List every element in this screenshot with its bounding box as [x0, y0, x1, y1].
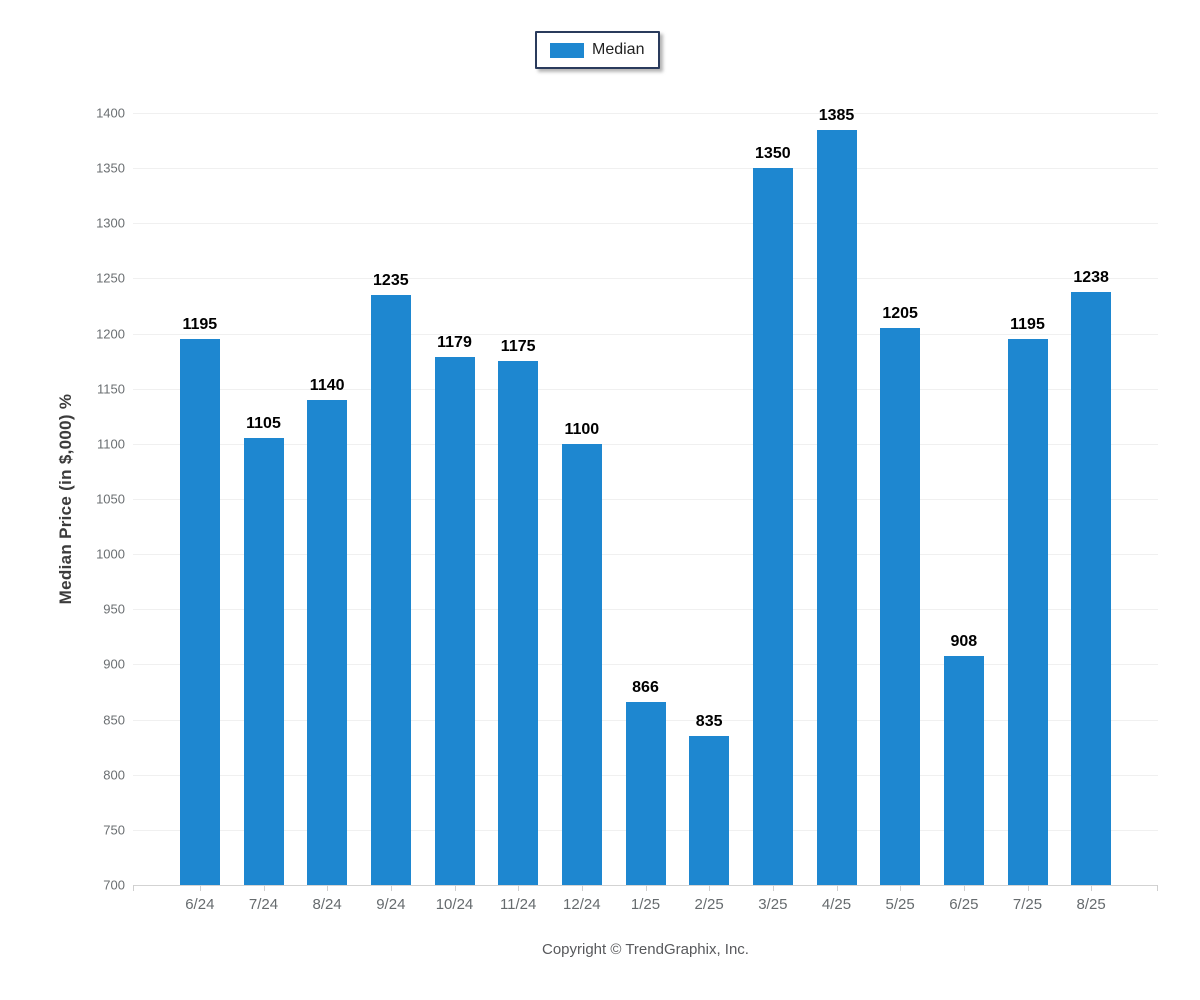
- gridline: [133, 333, 1158, 335]
- x-tick: [390, 885, 392, 891]
- y-tick-label: 1350: [96, 160, 125, 176]
- bar-value-label: 1238: [1073, 268, 1109, 286]
- gridline: [133, 443, 1158, 445]
- bar-7-25[interactable]: [1007, 339, 1048, 885]
- x-tick: [900, 885, 902, 891]
- x-tick-label: 5/25: [885, 896, 915, 913]
- y-tick-label: 850: [103, 712, 125, 728]
- bar-3-25[interactable]: [752, 168, 793, 885]
- gridline: [133, 278, 1158, 280]
- bar-value-label: 1195: [1010, 316, 1045, 334]
- x-tick: [1091, 885, 1093, 891]
- gridline: [133, 113, 1158, 114]
- gridline: [133, 499, 1158, 500]
- bar-11-24[interactable]: [498, 361, 539, 885]
- y-tick-label: 750: [103, 822, 125, 838]
- x-tick-label: 7/24: [248, 896, 279, 913]
- bar-value-label: 1350: [755, 145, 791, 163]
- bar-10-24[interactable]: [434, 356, 475, 885]
- x-tick: [836, 885, 838, 891]
- bar-8-24[interactable]: [307, 399, 348, 885]
- x-tick: [709, 885, 711, 891]
- x-tick-label: 11/24: [499, 896, 537, 913]
- y-tick-label: 900: [103, 656, 125, 672]
- x-tick-label: 10/24: [435, 896, 474, 913]
- x-tick-label: 3/25: [758, 896, 788, 913]
- gridline: [133, 388, 1158, 390]
- bar-value-label: 1195: [182, 316, 218, 334]
- bar-value-label: 1175: [500, 338, 536, 356]
- legend-swatch: [550, 42, 584, 58]
- bar-1-25[interactable]: [625, 701, 666, 885]
- y-tick-label: 1300: [96, 215, 125, 231]
- x-tick-label: 1/25: [630, 896, 661, 913]
- y-tick-label: 1050: [96, 491, 125, 507]
- x-tick: [645, 885, 647, 891]
- x-tick-label: 2/25: [694, 896, 724, 913]
- bar-value-label: 1105: [246, 415, 281, 433]
- x-tick: [1027, 885, 1029, 891]
- y-tick-label: 1400: [96, 105, 125, 121]
- bar-6-25[interactable]: [943, 655, 984, 885]
- x-axis-edge-tick: [133, 885, 134, 891]
- bar-value-label: 866: [632, 678, 659, 696]
- bar-value-label: 1205: [882, 305, 918, 323]
- x-tick: [199, 885, 201, 891]
- bar-value-label: 1385: [818, 106, 855, 124]
- x-tick-label: 9/24: [376, 896, 406, 913]
- bar-value-label: 835: [695, 713, 723, 731]
- x-tick-label: 6/24: [185, 896, 215, 913]
- y-tick-label: 700: [103, 877, 125, 893]
- gridline: [133, 609, 1158, 611]
- bar-6-24[interactable]: [179, 339, 220, 885]
- x-tick: [518, 885, 520, 891]
- x-tick: [263, 885, 265, 891]
- gridline: [133, 664, 1158, 666]
- legend[interactable]: Median: [535, 31, 661, 69]
- x-tick: [772, 885, 774, 891]
- gridline: [133, 554, 1158, 556]
- x-tick-label: 4/25: [821, 896, 852, 913]
- y-tick-label: 1000: [96, 546, 125, 562]
- y-tick-label: 1100: [97, 436, 125, 452]
- x-tick: [327, 885, 329, 891]
- x-tick-label: 8/25: [1076, 896, 1106, 913]
- y-tick-label: 950: [103, 601, 125, 617]
- bar-value-label: 1179: [437, 333, 472, 351]
- y-tick-label: 1250: [96, 270, 125, 286]
- y-tick-label: 800: [103, 767, 125, 783]
- legend-label: Median: [592, 41, 645, 58]
- bar-7-24[interactable]: [243, 438, 284, 885]
- x-tick-label: 8/24: [312, 896, 342, 913]
- bar-5-25[interactable]: [880, 328, 921, 885]
- x-tick: [454, 885, 456, 891]
- bar-value-label: 908: [950, 632, 978, 650]
- bar-2-25[interactable]: [689, 736, 730, 885]
- bar-9-24[interactable]: [370, 294, 411, 885]
- x-tick-label: 12/24: [563, 896, 601, 913]
- plot-area: 700 750 800 850 900 950 1000 1050 1100 1150 1200 12…: [96, 106, 1158, 913]
- bar-12-24[interactable]: [561, 443, 602, 885]
- gridline: [133, 168, 1158, 170]
- bar-4-25[interactable]: [816, 129, 857, 885]
- y-tick-label: 1200: [96, 326, 125, 342]
- bar-value-label: 1100: [564, 420, 600, 438]
- bar-value-label: 1140: [309, 376, 345, 394]
- gridline: [133, 223, 1158, 225]
- x-tick-label: 6/25: [949, 896, 979, 913]
- x-tick: [963, 885, 965, 891]
- x-tick: [581, 885, 583, 891]
- copyright-text: Copyright © TrendGraphix, Inc.: [542, 941, 749, 958]
- x-axis-edge-tick: [1157, 885, 1158, 891]
- bar-8-25[interactable]: [1071, 291, 1112, 885]
- y-tick-label: 1150: [97, 381, 125, 397]
- bar-value-label: 1235: [373, 271, 409, 289]
- x-tick-label: 7/25: [1012, 896, 1043, 913]
